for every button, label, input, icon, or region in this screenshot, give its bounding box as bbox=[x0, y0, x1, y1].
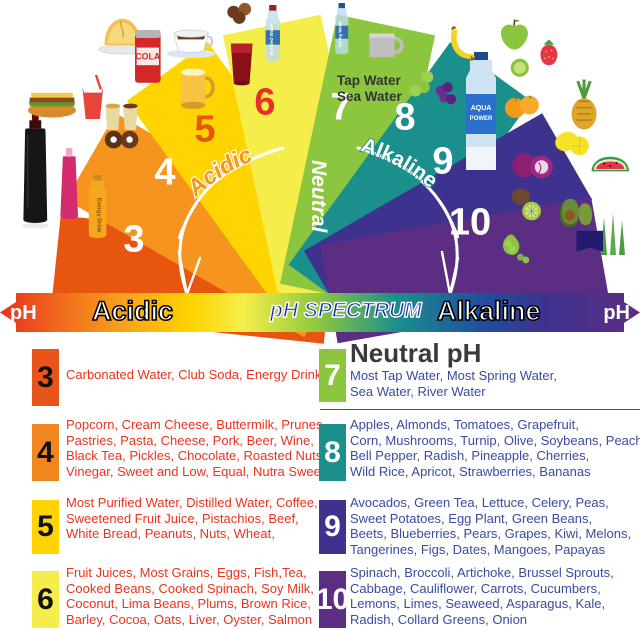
svg-text:Energy Drink: Energy Drink bbox=[96, 198, 102, 234]
svg-text:Purified Water: Purified Water bbox=[269, 24, 274, 56]
svg-text:POWER: POWER bbox=[470, 116, 493, 122]
svg-text:Spring Water: Spring Water bbox=[338, 21, 343, 47]
svg-text:COLA: COLA bbox=[135, 52, 161, 62]
svg-text:AQUA: AQUA bbox=[471, 105, 492, 112]
